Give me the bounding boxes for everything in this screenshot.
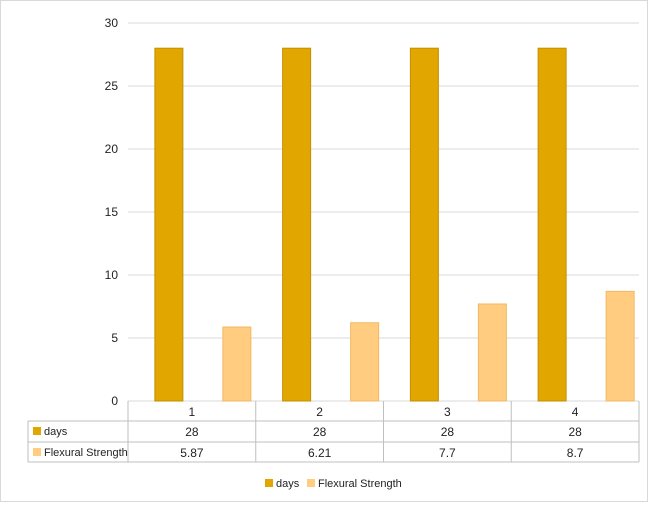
y-tick-label: 0 xyxy=(111,394,118,408)
bar-flexural-strength xyxy=(477,303,507,402)
x-category-label: 4 xyxy=(572,405,579,419)
table-cell-value: 6.21 xyxy=(308,446,332,460)
bars xyxy=(154,47,635,402)
table-cell-value: 7.7 xyxy=(439,446,456,460)
table-cell-value: 28 xyxy=(568,425,582,439)
bar-days xyxy=(154,47,184,402)
bar-flexural-strength xyxy=(222,326,252,402)
table-legend-key xyxy=(33,448,41,456)
legend-label: Flexural Strength xyxy=(318,478,402,490)
bar-flexural-strength xyxy=(605,290,635,402)
table-cell-value: 5.87 xyxy=(180,446,204,460)
table-legend-key xyxy=(33,427,41,435)
data-table: 1 2 3 4 days 28 28 28 28 Flexural Strength 5.87 6.2… xyxy=(27,401,640,463)
y-tick-label: 20 xyxy=(105,142,119,156)
legend-label: days xyxy=(276,478,300,490)
table-cell-value: 28 xyxy=(313,425,327,439)
legend: days Flexural Strength xyxy=(265,478,402,490)
bar-days xyxy=(282,47,312,402)
legend-swatch xyxy=(307,479,315,487)
y-tick-label: 25 xyxy=(105,79,119,93)
table-cell-value: 28 xyxy=(185,425,199,439)
y-axis-tick-labels: 0 5 10 15 20 25 30 xyxy=(105,16,119,408)
x-category-label: 1 xyxy=(189,405,196,419)
table-cell-value: 28 xyxy=(441,425,455,439)
x-category-label: 3 xyxy=(444,405,451,419)
bar-flexural-strength xyxy=(350,322,380,402)
x-category-label: 2 xyxy=(316,405,323,419)
bar-days xyxy=(537,47,567,402)
table-series-name: Flexural Strength xyxy=(44,447,128,459)
y-tick-label: 30 xyxy=(105,16,119,30)
table-cell-value: 8.7 xyxy=(567,446,584,460)
legend-swatch xyxy=(265,479,273,487)
y-tick-label: 10 xyxy=(105,268,119,282)
table-series-name: days xyxy=(44,426,68,438)
bar-days xyxy=(409,47,439,402)
y-tick-label: 15 xyxy=(105,205,119,219)
y-tick-label: 5 xyxy=(111,331,118,345)
